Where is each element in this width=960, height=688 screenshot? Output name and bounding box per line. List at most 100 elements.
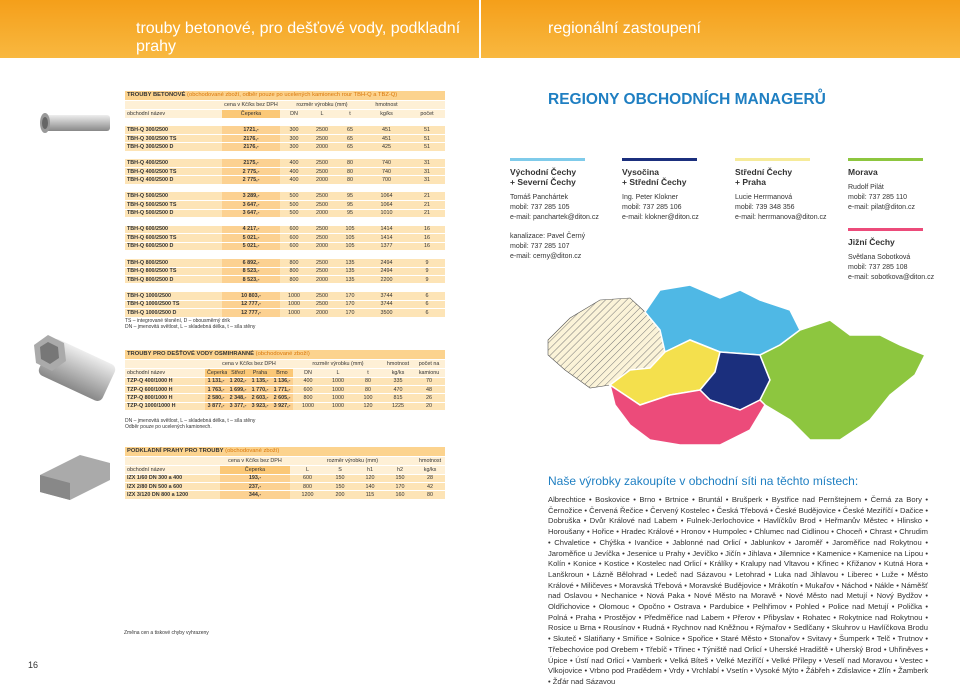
table-row: IZX 3/120 DN 800 a 1200 344,- 1200 200 115 16…: [125, 490, 446, 500]
region-name-line: + Praha: [735, 177, 766, 187]
table-cell: TBH-Q 800/2500 TS: [125, 267, 222, 276]
spacer-cell: [125, 184, 446, 193]
region-contact: mobil: 737 285 106: [622, 204, 682, 211]
table-cell: 1414: [364, 225, 409, 235]
table-cell: 26: [413, 393, 446, 403]
regions-title: REGIONY OBCHODNÍCH MANAGERŮ: [548, 91, 826, 108]
table-cell: 1000: [280, 308, 308, 318]
table-cell: 2500: [308, 225, 336, 235]
table-cell: 150: [325, 482, 355, 492]
region-contact: e-mail: cerny@diton.cz: [510, 253, 582, 260]
region: Střední Čechy + Praha Lucie Herrmanová mobi…: [735, 158, 840, 223]
table-cell: 21: [409, 209, 446, 219]
region-contact: kanalizace: Pavel Černý: [510, 233, 586, 240]
table-cell: 2175,-: [222, 159, 280, 169]
map: [547, 284, 927, 446]
region-name-line: Vysočina: [622, 167, 660, 177]
header-cell: DN: [293, 368, 323, 378]
table-cell: 80: [336, 159, 364, 169]
table-cell: 1000: [280, 291, 308, 301]
region-name-line: Jižní Čechy: [848, 237, 895, 247]
table-cell: 135: [336, 267, 364, 276]
header-cell: h1: [355, 465, 385, 475]
table-cell: TBH-Q 400/2500 TS: [125, 167, 222, 177]
table-cell: 3 927,-: [271, 402, 293, 412]
region-bar: [848, 158, 923, 161]
table-cell: 80: [353, 377, 383, 386]
table-cell: 80: [336, 175, 364, 185]
region-name: Východní Čechy + Severní Čechy: [510, 167, 615, 187]
table-cell: 6: [409, 300, 446, 310]
spacer: [125, 250, 446, 259]
table-cell: TBH-Q 400/2500: [125, 159, 222, 169]
table-cell: TBH-Q 1000/2500: [125, 291, 222, 301]
table-cell: 6 892,-: [222, 258, 280, 268]
table-cell: 815: [383, 393, 413, 403]
table-cell: 5 021,-: [222, 233, 280, 243]
table-cell: 31: [409, 159, 446, 169]
table-cell: 600: [280, 233, 308, 243]
table-cell: 2 775,-: [222, 167, 280, 177]
table-cell: TBH-Q 500/2500 TS: [125, 200, 222, 210]
table-cell: 500: [280, 209, 308, 219]
table-cell: 3500: [364, 308, 409, 318]
header-cell: Čeperka: [220, 465, 290, 475]
spacer: [125, 184, 446, 193]
note: Odběr pouze po ucelených kamionech.: [125, 424, 212, 431]
table-cell: 9: [409, 267, 446, 276]
notes: TS – integrované těsnění, D – obousměrný…: [125, 318, 255, 331]
table-title: PODKLADNÍ PRAHY PRO TROUBY: [127, 448, 224, 455]
header-cell: Čeperka: [222, 109, 280, 119]
header-cell: h2: [385, 465, 415, 475]
table-cell: 16: [409, 242, 446, 252]
header-cell: obchodní název: [125, 109, 222, 119]
table-cell: 400: [293, 377, 323, 386]
header-cell: Střezl: [227, 368, 249, 378]
network-title: Naše výrobky zakoupíte v obchodní síti n…: [548, 474, 859, 488]
table-cell: 2500: [308, 192, 336, 202]
table-row: TBH-Q 400/2500 TS 2 775,- 400 2500 80 740 31: [125, 167, 446, 177]
note: DN – jmenovitá světlost, L – skladebná d…: [125, 418, 256, 424]
region-bar: [510, 158, 585, 161]
table-cell: 1000: [323, 385, 353, 395]
table-title: TROUBY BETONOVÉ: [127, 92, 186, 99]
header-cell: L: [323, 368, 353, 378]
table-cell: 150: [385, 474, 415, 483]
table-cell: 3 877,-: [205, 402, 227, 412]
header-right: regionální zastoupení: [481, 0, 960, 58]
table-cell: 400: [280, 167, 308, 177]
header-cell: kg/ks: [415, 465, 446, 475]
table-cell: 700: [364, 175, 409, 185]
region-contact: mobil: 737 285 108: [848, 264, 908, 271]
table-cell: 31: [409, 167, 446, 177]
table-cell: 800: [293, 393, 323, 403]
region-name: Morava: [848, 167, 953, 177]
table-cell: 95: [336, 192, 364, 202]
table-cell: 80: [353, 385, 383, 395]
header-cell: S: [325, 465, 355, 475]
header-cell: rozměr výrobku (mm): [293, 359, 383, 369]
table-cell: 800: [280, 267, 308, 276]
table-cell: 344,-: [220, 490, 290, 500]
region: Jižní Čechy Světlana Sobotková mobil: 737 …: [848, 228, 953, 283]
table-cell: TBH-Q 500/2500: [125, 192, 222, 202]
table-cell: 600: [280, 225, 308, 235]
right-title: regionální zastoupení: [548, 20, 701, 37]
table-cell: 740: [364, 159, 409, 169]
table-row: TBH-Q 300/2500 1721,- 300 2500 65 451 51: [125, 126, 446, 135]
table-cell: 4 217,-: [222, 225, 280, 235]
table-cell: 300: [280, 142, 308, 152]
header-cell: počet na: [413, 359, 446, 369]
table-cell: 451: [364, 134, 409, 144]
table-cell: 2000: [308, 209, 336, 219]
table-cell: 193,-: [220, 474, 290, 483]
region: Vysočina + Střední Čechy Ing. Peter Klokne…: [622, 158, 727, 223]
table-cell: 2000: [308, 175, 336, 185]
table-cell: 2176,-: [222, 142, 280, 152]
table-cell: TBH-Q 600/2500: [125, 225, 222, 235]
header-left: trouby betonové, pro dešťové vody, podkl…: [0, 0, 479, 58]
